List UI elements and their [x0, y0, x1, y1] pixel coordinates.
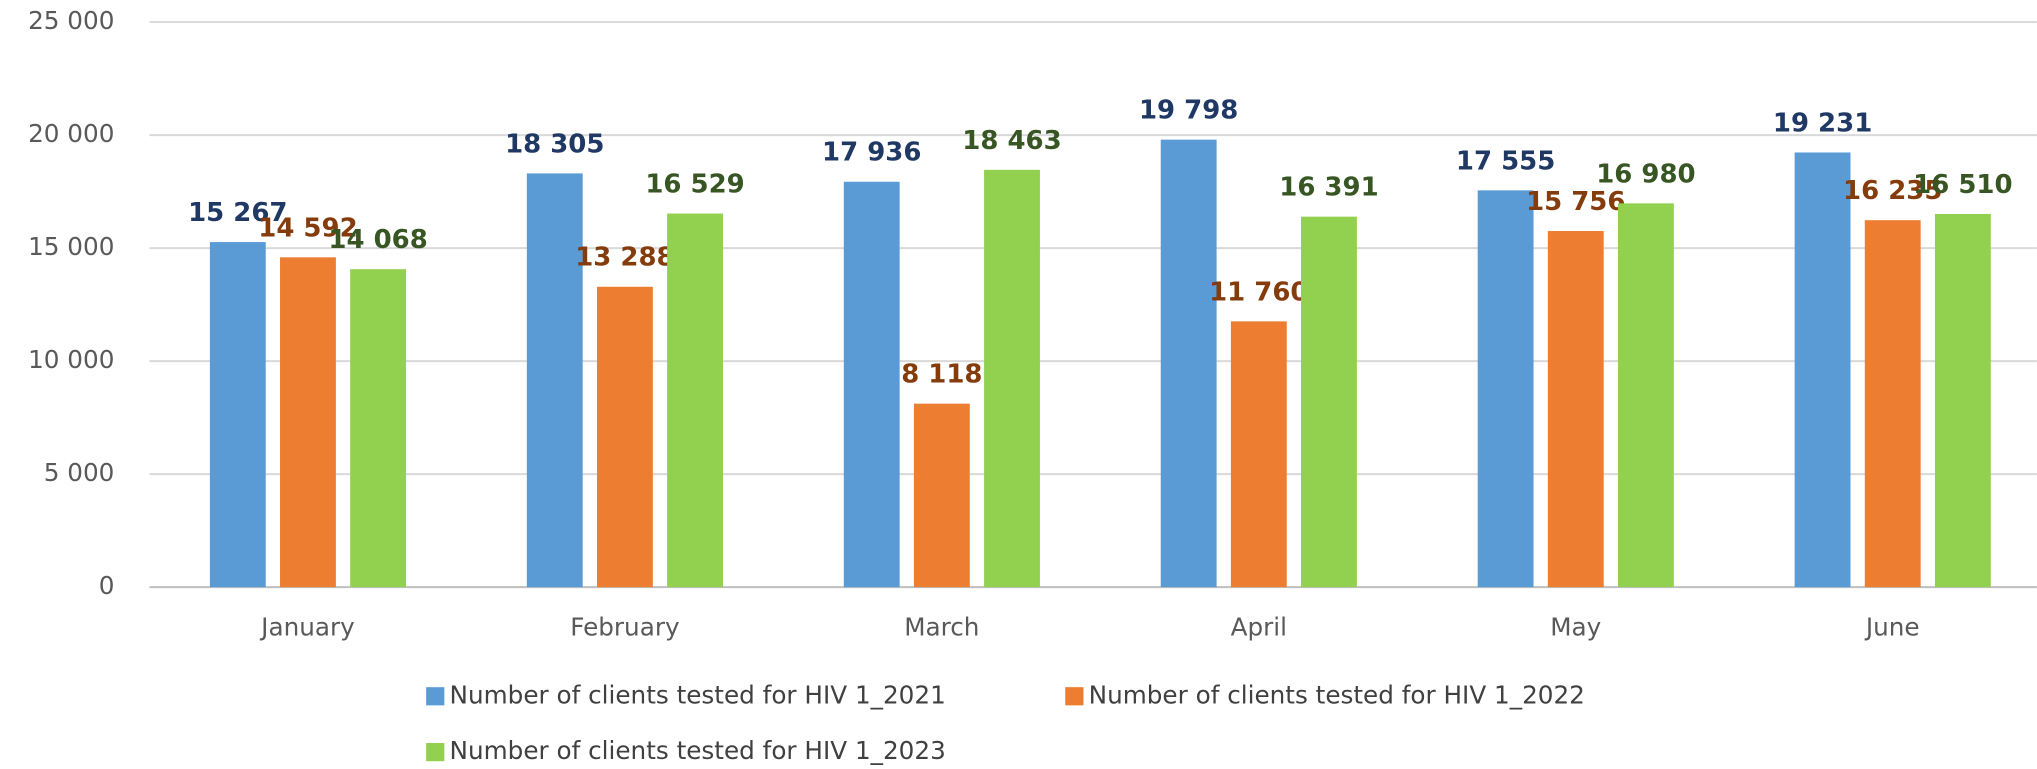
bar [1301, 216, 1357, 588]
data-label: 8 118 [901, 360, 982, 390]
x-tick-label: January [259, 613, 355, 642]
data-label: 14 592 [258, 213, 357, 243]
data-label: 13 288 [575, 243, 674, 273]
bar [843, 181, 900, 588]
legend-label: Number of clients tested for HIV 1_2023 [450, 736, 946, 765]
y-tick-label: 0 [99, 571, 115, 600]
data-label: 16 235 [1843, 176, 1942, 206]
data-label: 19 798 [1139, 96, 1238, 126]
bar [596, 286, 653, 588]
data-label: 16 391 [1279, 173, 1378, 203]
bar [280, 257, 336, 588]
bar [209, 242, 266, 588]
bar [1160, 139, 1217, 588]
y-tick-label: 10 000 [28, 345, 114, 374]
bar [1864, 220, 1921, 588]
bar [1547, 231, 1604, 588]
legend-label: Number of clients tested for HIV 1_2021 [450, 680, 946, 709]
bar [1477, 190, 1534, 588]
data-label: 16 980 [1596, 159, 1695, 189]
bar [913, 403, 970, 588]
y-tick-label: 15 000 [28, 232, 114, 261]
x-tick-label: June [1864, 613, 1920, 642]
bar [350, 269, 407, 588]
data-label: 16 529 [645, 169, 744, 199]
data-label: 15 756 [1526, 187, 1625, 217]
bar [1617, 203, 1674, 588]
data-label: 11 760 [1209, 277, 1308, 307]
data-label: 17 936 [822, 138, 921, 168]
y-tick-label: 20 000 [28, 119, 114, 148]
legend-swatch [426, 743, 445, 762]
bar [984, 169, 1040, 588]
legend-swatch [426, 687, 445, 706]
bar [667, 213, 723, 588]
bar [1230, 321, 1287, 588]
x-tick-label: May [1550, 613, 1601, 642]
data-label: 18 305 [505, 129, 604, 159]
data-label: 17 555 [1456, 146, 1555, 176]
x-tick-label: April [1231, 613, 1287, 642]
data-label: 19 231 [1773, 108, 1872, 138]
bar [1794, 152, 1851, 588]
data-label: 15 267 [188, 198, 287, 228]
data-label: 16 510 [1913, 170, 2012, 200]
y-tick-label: 5 000 [44, 458, 115, 487]
bar [526, 173, 583, 588]
x-tick-label: March [904, 613, 979, 642]
data-label: 18 463 [962, 126, 1061, 156]
data-label: 14 068 [328, 225, 427, 255]
legend-swatch [1065, 687, 1084, 706]
x-tick-label: February [570, 613, 679, 642]
legend-label: Number of clients tested for HIV 1_2022 [1089, 680, 1585, 709]
y-tick-label: 25 000 [28, 6, 114, 35]
bar [1934, 213, 1991, 588]
